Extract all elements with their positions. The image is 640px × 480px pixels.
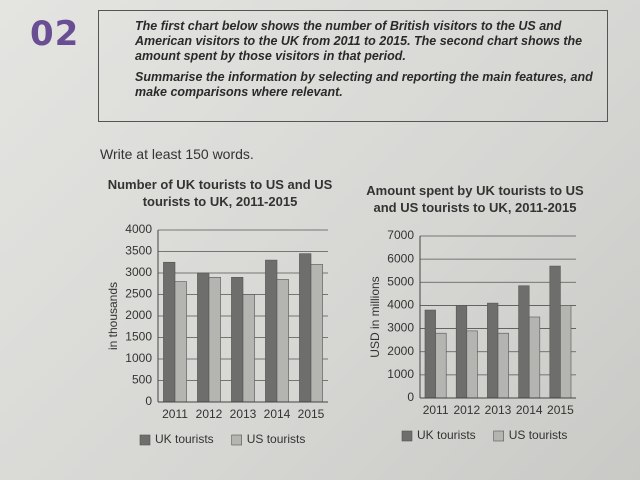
instruction: Write at least 150 words. — [100, 146, 254, 162]
y-tick-label: 3000 — [387, 321, 414, 335]
bar — [487, 302, 499, 399]
bar — [435, 332, 447, 399]
legend-label: US tourists — [247, 432, 306, 446]
y-tick-label: 7000 — [387, 228, 414, 242]
bar — [455, 305, 468, 399]
bar — [163, 261, 176, 403]
chart-title: Number of UK tourists to US and US touri… — [107, 177, 333, 209]
y-tick-label: 0 — [145, 394, 152, 408]
y-tick-label: 2000 — [125, 308, 152, 322]
bar — [231, 276, 244, 403]
chart-title: Amount spent by UK tourists to US and US… — [366, 183, 584, 215]
x-tick-label: 2011 — [162, 407, 188, 421]
x-tick-label: 2015 — [547, 403, 574, 417]
bar — [174, 281, 187, 403]
y-tick-label: 0 — [407, 390, 414, 404]
bar — [528, 316, 541, 399]
exercise-number: 02 — [30, 14, 80, 54]
legend-swatch — [139, 434, 151, 446]
y-tick-label: 3000 — [125, 265, 152, 279]
y-tick-label: 5000 — [387, 274, 414, 288]
legend-swatch — [401, 430, 413, 442]
y-tick-label: 6000 — [387, 251, 414, 265]
x-tick-label: 2012 — [196, 407, 223, 421]
bar — [549, 265, 561, 399]
bar — [424, 309, 436, 399]
bar — [466, 330, 478, 399]
y-tick-label: 3500 — [125, 244, 152, 258]
legend-label: US tourists — [509, 428, 568, 442]
bar — [197, 272, 210, 403]
legend-swatch — [493, 430, 504, 442]
bar — [208, 276, 221, 403]
x-tick-label: 2012 — [453, 403, 480, 417]
legend-swatch — [231, 434, 242, 446]
legend-label: UK tourists — [155, 432, 214, 446]
y-tick-label: 1000 — [125, 351, 152, 365]
x-tick-label: 2015 — [298, 407, 325, 421]
y-tick-label: 1000 — [387, 367, 414, 381]
x-tick-label: 2014 — [516, 403, 543, 417]
bar — [265, 259, 278, 403]
bar — [560, 305, 572, 399]
x-tick-label: 2013 — [485, 403, 512, 417]
task-text: Summarise the information by selecting a… — [135, 70, 593, 99]
x-tick-label: 2013 — [230, 407, 257, 421]
bar — [276, 279, 289, 403]
x-tick-label: 2014 — [264, 407, 291, 421]
y-tick-label: 4000 — [125, 222, 152, 236]
bar — [310, 264, 323, 403]
x-tick-label: 2011 — [423, 403, 449, 417]
bar — [518, 285, 530, 399]
bar — [242, 294, 255, 403]
legend-label: UK tourists — [417, 428, 476, 442]
task-text: The first chart below shows the number o… — [135, 19, 583, 63]
y-tick-label: 1500 — [125, 330, 152, 344]
bar — [299, 253, 312, 403]
task-box: The first chart below shows the number o… — [98, 10, 608, 122]
y-tick-label: 2000 — [387, 344, 414, 358]
y-tick-label: 500 — [132, 373, 152, 387]
y-tick-label: 2500 — [125, 287, 152, 301]
y-axis-label: in thousands — [106, 282, 120, 350]
y-tick-label: 4000 — [387, 298, 414, 312]
y-axis-label: USD in millions — [368, 276, 382, 357]
bar — [497, 332, 509, 399]
